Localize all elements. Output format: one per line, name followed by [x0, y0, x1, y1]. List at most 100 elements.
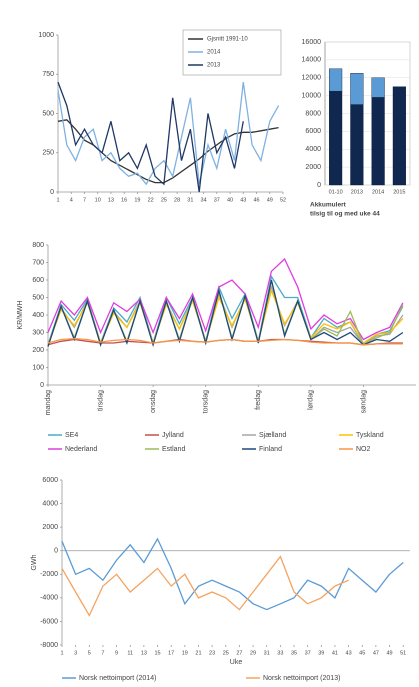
- x-tick-label: 22: [148, 197, 154, 203]
- bar: [371, 77, 385, 98]
- x-tick-label: 46: [253, 197, 259, 203]
- x-tick-label: 31: [264, 650, 270, 656]
- x-tick-label: søndag: [360, 390, 367, 413]
- x-tick-label: 2014: [372, 189, 384, 195]
- y-tick-label: 500: [42, 110, 54, 117]
- x-tick-label: 49: [267, 197, 273, 203]
- x-tick-label: 40: [227, 197, 233, 203]
- legend-label: Sjælland: [259, 432, 286, 439]
- y-tick-label: -8000: [40, 642, 58, 649]
- x-tick-label: 27: [236, 650, 242, 656]
- x-tick-label: 28: [174, 197, 180, 203]
- y-tick-label: 250: [42, 150, 54, 157]
- y-tick-label: 6000: [305, 128, 321, 135]
- x-tick-label: 7: [83, 197, 86, 203]
- series-line: [47, 279, 404, 348]
- x-tick-label: tirsdag: [97, 390, 104, 411]
- annotation: tilsig til og med uke 44: [310, 211, 380, 218]
- y-tick-label: 14000: [302, 57, 322, 64]
- series-line: [57, 81, 244, 193]
- y-tick-label: 2000: [42, 524, 58, 531]
- x-tick-label: 43: [240, 197, 246, 203]
- legend-label: 2013: [207, 63, 221, 69]
- bar: [371, 97, 385, 186]
- y-tick-label: -6000: [40, 618, 58, 625]
- series-line: [61, 537, 404, 611]
- x-tick-label: 19: [182, 650, 188, 656]
- x-tick-label: 10: [95, 197, 101, 203]
- x-tick-label: 35: [291, 650, 297, 656]
- y-tick-label: 1000: [38, 32, 54, 39]
- y-tick-label: 2000: [305, 164, 321, 171]
- y-tick-label: -2000: [40, 571, 58, 578]
- x-tick-label: 7: [101, 650, 104, 656]
- x-tick-label: 25: [161, 197, 167, 203]
- x-tick-label: 3: [74, 650, 77, 656]
- x-tick-label: 25: [223, 650, 229, 656]
- x-tick-label: 29: [250, 650, 256, 656]
- y-axis-title: GWh: [31, 554, 38, 570]
- x-tick-label: 9: [115, 650, 118, 656]
- x-tick-label: 19: [134, 197, 140, 203]
- x-tick-label: 39: [318, 650, 324, 656]
- y-tick-label: 0: [40, 382, 44, 389]
- bar: [329, 68, 343, 92]
- x-tick-label: 5: [88, 650, 91, 656]
- x-tick-label: 16: [121, 197, 127, 203]
- x-tick-label: 47: [373, 650, 379, 656]
- x-tick-label: fredag: [255, 390, 262, 410]
- x-tick-label: 13: [141, 650, 147, 656]
- x-tick-label: 37: [305, 650, 311, 656]
- y-tick-label: 100: [32, 364, 44, 371]
- series-line: [47, 288, 404, 346]
- legend-label: 2014: [207, 50, 221, 56]
- legend-label: SE4: [65, 432, 78, 439]
- legend-label: Estland: [162, 446, 185, 453]
- y-tick-label: 700: [32, 259, 44, 266]
- legend-label: Tyskland: [356, 432, 384, 439]
- legend-label: Nederland: [65, 446, 97, 453]
- y-tick-label: 600: [32, 277, 44, 284]
- y-tick-label: 8000: [305, 110, 321, 117]
- x-tick-label: 13: [108, 197, 114, 203]
- y-tick-label: 0: [317, 182, 321, 189]
- y-tick-label: 200: [32, 347, 44, 354]
- x-tick-label: 17: [168, 650, 174, 656]
- y-tick-label: 10000: [302, 92, 322, 99]
- y-tick-label: 800: [32, 242, 44, 249]
- x-tick-label: 37: [214, 197, 220, 203]
- x-tick-label: torsdag: [203, 390, 210, 413]
- x-tick-label: 52: [280, 197, 286, 203]
- y-tick-label: 4000: [305, 146, 321, 153]
- x-tick-label: 33: [277, 650, 283, 656]
- x-tick-label: 2015: [393, 189, 405, 195]
- x-tick-label: 45: [359, 650, 365, 656]
- y-tick-label: 300: [32, 329, 44, 336]
- x-tick-label: 34: [201, 197, 207, 203]
- y-tick-label: 750: [42, 71, 54, 78]
- legend-label: Jylland: [162, 432, 184, 439]
- y-tick-label: 0: [50, 189, 54, 196]
- x-tick-label: onsdag: [150, 390, 157, 413]
- x-tick-label: 31: [187, 197, 193, 203]
- x-tick-label: 4: [70, 197, 73, 203]
- bar: [329, 90, 343, 186]
- y-axis-title: KR/MWH: [17, 300, 24, 329]
- x-tick-label: 01-10: [329, 189, 343, 195]
- legend-label: NO2: [356, 446, 371, 453]
- x-tick-label: 51: [400, 650, 406, 656]
- x-tick-label: lørdag: [308, 390, 315, 410]
- y-tick-label: 0: [54, 548, 58, 555]
- x-tick-label: 21: [195, 650, 201, 656]
- x-tick-label: mandag: [45, 390, 52, 415]
- x-tick-label: 1: [56, 197, 59, 203]
- y-tick-label: 16000: [302, 39, 322, 46]
- x-axis-title: Uke: [230, 659, 243, 666]
- x-tick-label: 41: [332, 650, 338, 656]
- bar: [350, 73, 364, 105]
- x-tick-label: 11: [127, 650, 133, 656]
- y-tick-label: 6000: [42, 477, 58, 484]
- series-line: [61, 555, 349, 617]
- x-tick-label: 49: [386, 650, 392, 656]
- x-tick-label: 23: [209, 650, 215, 656]
